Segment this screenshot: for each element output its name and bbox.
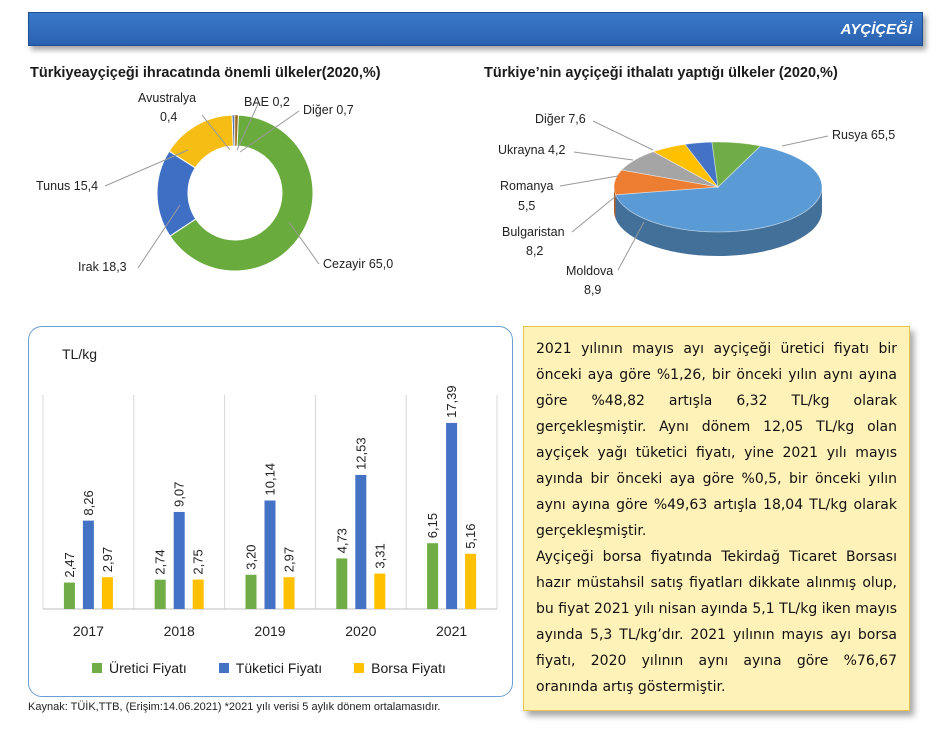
donut-leader-line [137, 204, 181, 269]
pie-side-moldova [614, 187, 616, 219]
pie-leader-line [573, 151, 634, 161]
donut-slice-cezayir [169, 114, 314, 272]
bar-uretici-fiyati-2019 [245, 574, 257, 609]
bar-label-tuketici-fiyati-2019: 10,14 [263, 463, 278, 496]
header-bar: AYÇİÇEĞİ [28, 12, 923, 46]
legend-item-borsa: Borsa Fiyatı [354, 660, 446, 676]
pie-label-bulgaristan: Bulgaristan [502, 225, 565, 239]
donut-leader-line [201, 114, 231, 151]
donut-label-bae: BAE 0,2 [244, 95, 290, 109]
export-chart-title: Türkiyeayçiçeği ihracatında önemli ülkel… [30, 65, 381, 81]
legend-swatch-borsa [354, 663, 365, 673]
bar-borsa-fiyati-2020 [374, 573, 386, 609]
pie-leader-line [617, 221, 645, 271]
commentary-paragraph-1: 2021 yılının mayıs ayı ayçiçeği üretici … [536, 341, 897, 539]
pie-leader-line [571, 195, 617, 233]
x-tick-2018: 2018 [164, 623, 195, 639]
x-tick-2019: 2019 [254, 623, 285, 639]
section-title: AYÇİÇEĞİ [840, 21, 912, 38]
pie-label-romanya-value: 5,5 [518, 199, 535, 213]
donut-leader-line [288, 221, 320, 265]
bar-borsa-fiyati-2021 [465, 553, 477, 609]
pie-slice-rusya [614, 145, 823, 233]
donut-slice-tunus [168, 114, 234, 169]
donut-leader-line [239, 110, 300, 153]
x-tick-2021: 2021 [436, 623, 467, 639]
pie-label-moldova: Moldova [566, 264, 613, 278]
bar-borsa-fiyati-2017 [101, 577, 113, 609]
donut-label-cezayir: Cezayir 65,0 [323, 257, 393, 271]
legend-label-uretici: Üretici Fiyatı [109, 660, 187, 676]
legend-item-uretici: Üretici Fiyatı [92, 660, 187, 676]
bar-label-tuketici-fiyati-2021: 17,39 [444, 385, 459, 418]
bar-uretici-fiyati-2020 [336, 558, 348, 609]
bar-label-tuketici-fiyati-2018: 9,07 [172, 482, 187, 507]
source-note: Kaynak: TÜİK,TTB, (Erişim:14.06.2021) *2… [28, 701, 441, 713]
bar-uretici-fiyati-2021 [427, 543, 439, 609]
pie-leader-line [781, 135, 829, 147]
legend-swatch-tuketici [218, 663, 229, 673]
pie-label-diger: Diğer 7,6 [535, 112, 586, 126]
bar-label-uretici-fiyati-2021: 6,15 [425, 513, 440, 538]
bar-tuketici-fiyati-2019 [264, 500, 276, 609]
pie-label-bulgaristan-value: 8,2 [526, 244, 543, 258]
donut-label-avustralya-value: 0,4 [160, 110, 177, 124]
pie-leader-line [559, 175, 619, 187]
donut-label-diger: Diğer 0,7 [303, 103, 354, 117]
bar-label-borsa-fiyati-2020: 3,31 [372, 543, 387, 568]
pie-label-ukrayna: Ukrayna 4,2 [498, 143, 565, 157]
bar-tuketici-fiyati-2020 [355, 474, 367, 609]
bar-label-tuketici-fiyati-2017: 8,26 [81, 490, 96, 515]
commentary-box: 2021 yılının mayıs ayı ayçiçeği üretici … [523, 326, 910, 711]
donut-label-avustralya: Avustralya [138, 91, 196, 105]
pie-leader-line [592, 120, 654, 151]
pie-label-romanya: Romanya [500, 179, 554, 193]
legend-label-tuketici: Tüketici Fiyatı [235, 660, 323, 676]
donut-label-tunus: Tunus 15,4 [36, 179, 98, 193]
bar-chart-legend: Üretici Fiyatı Tüketici Fiyatı Borsa Fiy… [92, 660, 446, 676]
x-tick-2020: 2020 [345, 623, 376, 639]
bar-label-uretici-fiyati-2020: 4,73 [334, 528, 349, 553]
bar-label-uretici-fiyati-2017: 2,47 [62, 552, 77, 577]
bar-uretici-fiyati-2018 [154, 579, 166, 609]
bar-label-borsa-fiyati-2017: 2,97 [100, 547, 115, 572]
donut-leader-line [104, 149, 189, 187]
legend-item-tuketici: Tüketici Fiyatı [218, 660, 323, 676]
pie-side-rusya [615, 187, 822, 257]
donut-leader-line [236, 103, 259, 151]
bar-tuketici-fiyati-2021 [446, 422, 458, 609]
bar-borsa-fiyati-2018 [192, 579, 204, 609]
legend-label-borsa: Borsa Fiyatı [371, 660, 446, 676]
bar-label-borsa-fiyati-2021: 5,16 [463, 523, 478, 548]
bar-chart-y-unit: TL/kg [62, 346, 97, 362]
bar-tuketici-fiyati-2018 [173, 511, 185, 609]
bar-label-uretici-fiyati-2019: 3,20 [244, 544, 259, 569]
import-chart-title: Türkiye’nin ayçiçeği ithalatı yaptığı ül… [484, 65, 838, 81]
bar-label-borsa-fiyati-2018: 2,75 [191, 549, 206, 574]
pie-slice-diger [711, 141, 762, 188]
bar-tuketici-fiyati-2017 [82, 520, 94, 609]
donut-label-irak: Irak 18,3 [78, 260, 127, 274]
legend-swatch-uretici [92, 663, 102, 673]
bar-label-uretici-fiyati-2018: 2,74 [153, 549, 168, 574]
bar-borsa-fiyati-2019 [283, 577, 295, 609]
pie-label-moldova-value: 8,9 [584, 283, 601, 297]
x-tick-2017: 2017 [73, 623, 104, 639]
pie-label-rusya: Rusya 65,5 [832, 128, 895, 142]
bar-uretici-fiyati-2017 [63, 582, 75, 609]
commentary-paragraph-2: Ayçiçeği borsa fiyatında Tekirdağ Ticare… [536, 549, 897, 695]
bar-label-tuketici-fiyati-2020: 12,53 [353, 437, 368, 470]
bar-label-borsa-fiyati-2019: 2,97 [282, 547, 297, 572]
